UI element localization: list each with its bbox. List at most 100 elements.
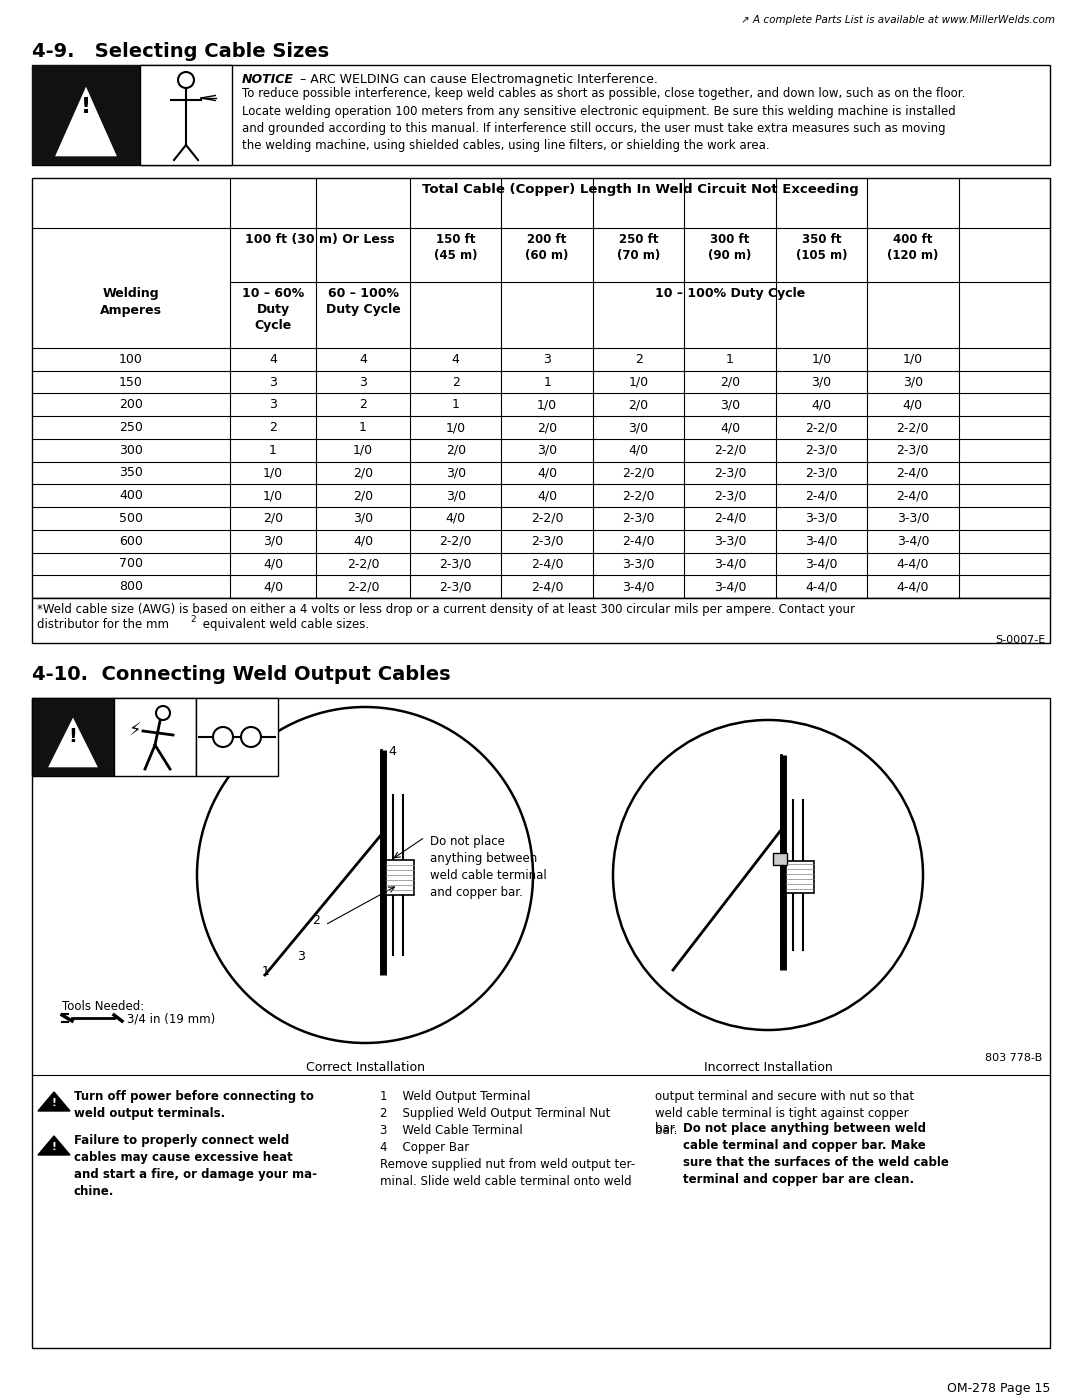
Text: 2: 2 (451, 376, 460, 388)
Text: 2-4/0: 2-4/0 (896, 467, 929, 479)
Circle shape (156, 705, 170, 719)
Text: 4/0: 4/0 (537, 467, 557, 479)
Text: 4/0: 4/0 (629, 444, 649, 457)
Text: 1: 1 (359, 420, 367, 434)
Text: 2-3/0: 2-3/0 (896, 444, 929, 457)
Text: 1/0: 1/0 (537, 398, 557, 411)
Text: Remove supplied nut from weld output ter-
minal. Slide weld cable terminal onto : Remove supplied nut from weld output ter… (380, 1158, 635, 1187)
Text: 3/0: 3/0 (537, 444, 557, 457)
Polygon shape (38, 1092, 70, 1111)
Text: 1: 1 (262, 965, 270, 978)
Text: 2-3/0: 2-3/0 (714, 467, 746, 479)
Text: 2-2/0: 2-2/0 (714, 444, 746, 457)
Text: 150: 150 (119, 376, 143, 388)
Text: Do not place
anything between
weld cable terminal
and copper bar.: Do not place anything between weld cable… (430, 835, 546, 900)
Text: 2: 2 (312, 914, 320, 926)
Bar (386, 861, 414, 895)
Text: 2/0: 2/0 (629, 398, 649, 411)
Bar (786, 861, 814, 893)
Text: 4: 4 (451, 353, 460, 366)
Bar (32, 698, 114, 775)
Bar (32, 698, 1050, 1348)
Text: !: ! (81, 96, 91, 117)
Text: 4/0: 4/0 (353, 535, 373, 548)
Text: 3: 3 (269, 376, 276, 388)
Text: 2    Supplied Weld Output Terminal Nut: 2 Supplied Weld Output Terminal Nut (380, 1106, 610, 1120)
Text: 1/0: 1/0 (811, 353, 832, 366)
Text: 3/0: 3/0 (629, 420, 649, 434)
Text: 4: 4 (359, 353, 367, 366)
Text: 2-4/0: 2-4/0 (531, 580, 564, 594)
Text: ⚡: ⚡ (129, 722, 141, 740)
Text: 2/0: 2/0 (353, 467, 373, 479)
Text: 2: 2 (635, 353, 643, 366)
Text: 200 ft
(60 m): 200 ft (60 m) (526, 233, 569, 263)
Text: 4-4/0: 4-4/0 (896, 557, 929, 570)
Bar (195, 698, 278, 775)
Bar (32, 177, 1050, 598)
Text: 2/0: 2/0 (262, 511, 283, 525)
Text: bar.: bar. (654, 1122, 681, 1134)
Text: 2-4/0: 2-4/0 (714, 511, 746, 525)
Text: 4/0: 4/0 (537, 489, 557, 503)
Text: 2-3/0: 2-3/0 (440, 557, 472, 570)
Text: equivalent weld cable sizes.: equivalent weld cable sizes. (199, 617, 369, 631)
Text: 4    Copper Bar: 4 Copper Bar (380, 1141, 469, 1154)
Text: 4-10.  Connecting Weld Output Cables: 4-10. Connecting Weld Output Cables (32, 665, 450, 685)
Text: 700: 700 (119, 557, 143, 570)
Text: 3/0: 3/0 (811, 376, 832, 388)
Text: Total Cable (Copper) Length In Weld Circuit Not Exceeding: Total Cable (Copper) Length In Weld Circ… (421, 183, 859, 196)
Text: 2-2/0: 2-2/0 (806, 420, 838, 434)
Text: 2-4/0: 2-4/0 (806, 489, 838, 503)
Text: 2/0: 2/0 (353, 489, 373, 503)
Polygon shape (48, 717, 99, 768)
Bar (32, 598, 1050, 643)
Text: 4: 4 (388, 745, 396, 759)
Text: 250: 250 (119, 420, 143, 434)
Text: 60 – 100%
Duty Cycle: 60 – 100% Duty Cycle (326, 286, 401, 316)
Text: 3-3/0: 3-3/0 (714, 535, 746, 548)
Text: 10 – 60%
Duty
Cycle: 10 – 60% Duty Cycle (242, 286, 305, 332)
Text: ↗ A complete Parts List is available at www.MillerWelds.com: ↗ A complete Parts List is available at … (741, 15, 1055, 25)
Text: 4: 4 (269, 353, 276, 366)
Text: 2-2/0: 2-2/0 (440, 535, 472, 548)
Text: 2-2/0: 2-2/0 (622, 489, 654, 503)
Text: 3/0: 3/0 (903, 376, 923, 388)
Text: 3/4 in (19 mm): 3/4 in (19 mm) (127, 1011, 215, 1025)
Text: OM-278 Page 15: OM-278 Page 15 (947, 1382, 1050, 1396)
Text: 1/0: 1/0 (903, 353, 923, 366)
Text: 100 ft (30 m) Or Less: 100 ft (30 m) Or Less (245, 233, 395, 246)
Text: 1/0: 1/0 (262, 467, 283, 479)
Text: 2-4/0: 2-4/0 (622, 535, 654, 548)
Text: 2-4/0: 2-4/0 (896, 489, 929, 503)
Text: 2: 2 (190, 615, 195, 624)
Text: 1: 1 (543, 376, 551, 388)
Text: 2-2/0: 2-2/0 (347, 580, 379, 594)
Text: NOTICE: NOTICE (242, 73, 294, 87)
Text: 150 ft
(45 m): 150 ft (45 m) (434, 233, 477, 263)
Text: 3-4/0: 3-4/0 (896, 535, 929, 548)
Text: 4/0: 4/0 (903, 398, 923, 411)
Text: 3: 3 (543, 353, 551, 366)
Text: – ARC WELDING can cause Electromagnetic Interference.: – ARC WELDING can cause Electromagnetic … (296, 73, 658, 87)
Text: 4/0: 4/0 (446, 511, 465, 525)
Text: 3: 3 (297, 950, 305, 963)
Text: 2-3/0: 2-3/0 (714, 489, 746, 503)
Text: *Weld cable size (AWG) is based on either a 4 volts or less drop or a current de: *Weld cable size (AWG) is based on eithe… (37, 604, 855, 616)
Text: 2-3/0: 2-3/0 (806, 444, 838, 457)
Text: 250 ft
(70 m): 250 ft (70 m) (617, 233, 660, 263)
Text: !: ! (52, 1098, 56, 1108)
Text: Do not place anything between weld
cable terminal and copper bar. Make
sure that: Do not place anything between weld cable… (683, 1122, 949, 1186)
Text: 1/0: 1/0 (446, 420, 465, 434)
Text: 200: 200 (119, 398, 143, 411)
Text: 803 778-B: 803 778-B (985, 1053, 1042, 1063)
Text: 1: 1 (269, 444, 276, 457)
Text: distributor for the mm: distributor for the mm (37, 617, 168, 631)
Text: 3-3/0: 3-3/0 (896, 511, 929, 525)
Text: 100: 100 (119, 353, 143, 366)
Text: 800: 800 (119, 580, 143, 594)
Bar (114, 698, 195, 775)
Text: 1    Weld Output Terminal: 1 Weld Output Terminal (380, 1090, 530, 1104)
Text: 3/0: 3/0 (353, 511, 373, 525)
Text: Tools Needed:: Tools Needed: (62, 1000, 145, 1013)
